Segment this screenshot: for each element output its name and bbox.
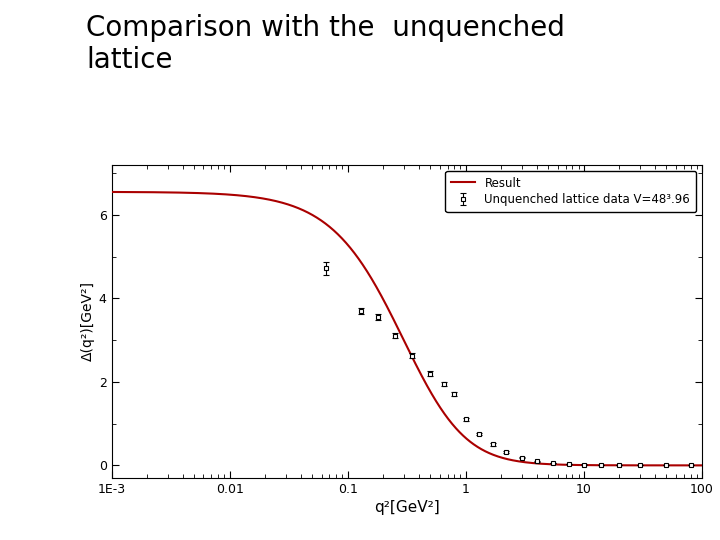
Result [395, 327, 403, 333]
Result [572, 462, 581, 468]
Result [107, 188, 116, 195]
Y-axis label: Δ(q²)[GeV²]: Δ(q²)[GeV²] [81, 281, 94, 361]
Legend: Result, Unquenched lattice data V=48³.96: Result, Unquenched lattice data V=48³.96 [446, 171, 696, 212]
Result [680, 462, 689, 469]
Result [680, 462, 689, 469]
Result [698, 462, 706, 469]
Text: Comparison with the  unquenched
lattice: Comparison with the unquenched lattice [86, 14, 565, 74]
Result [379, 296, 387, 302]
Line: Result: Result [112, 192, 702, 465]
Result [138, 189, 146, 195]
X-axis label: q²[GeV²]: q²[GeV²] [374, 500, 440, 515]
